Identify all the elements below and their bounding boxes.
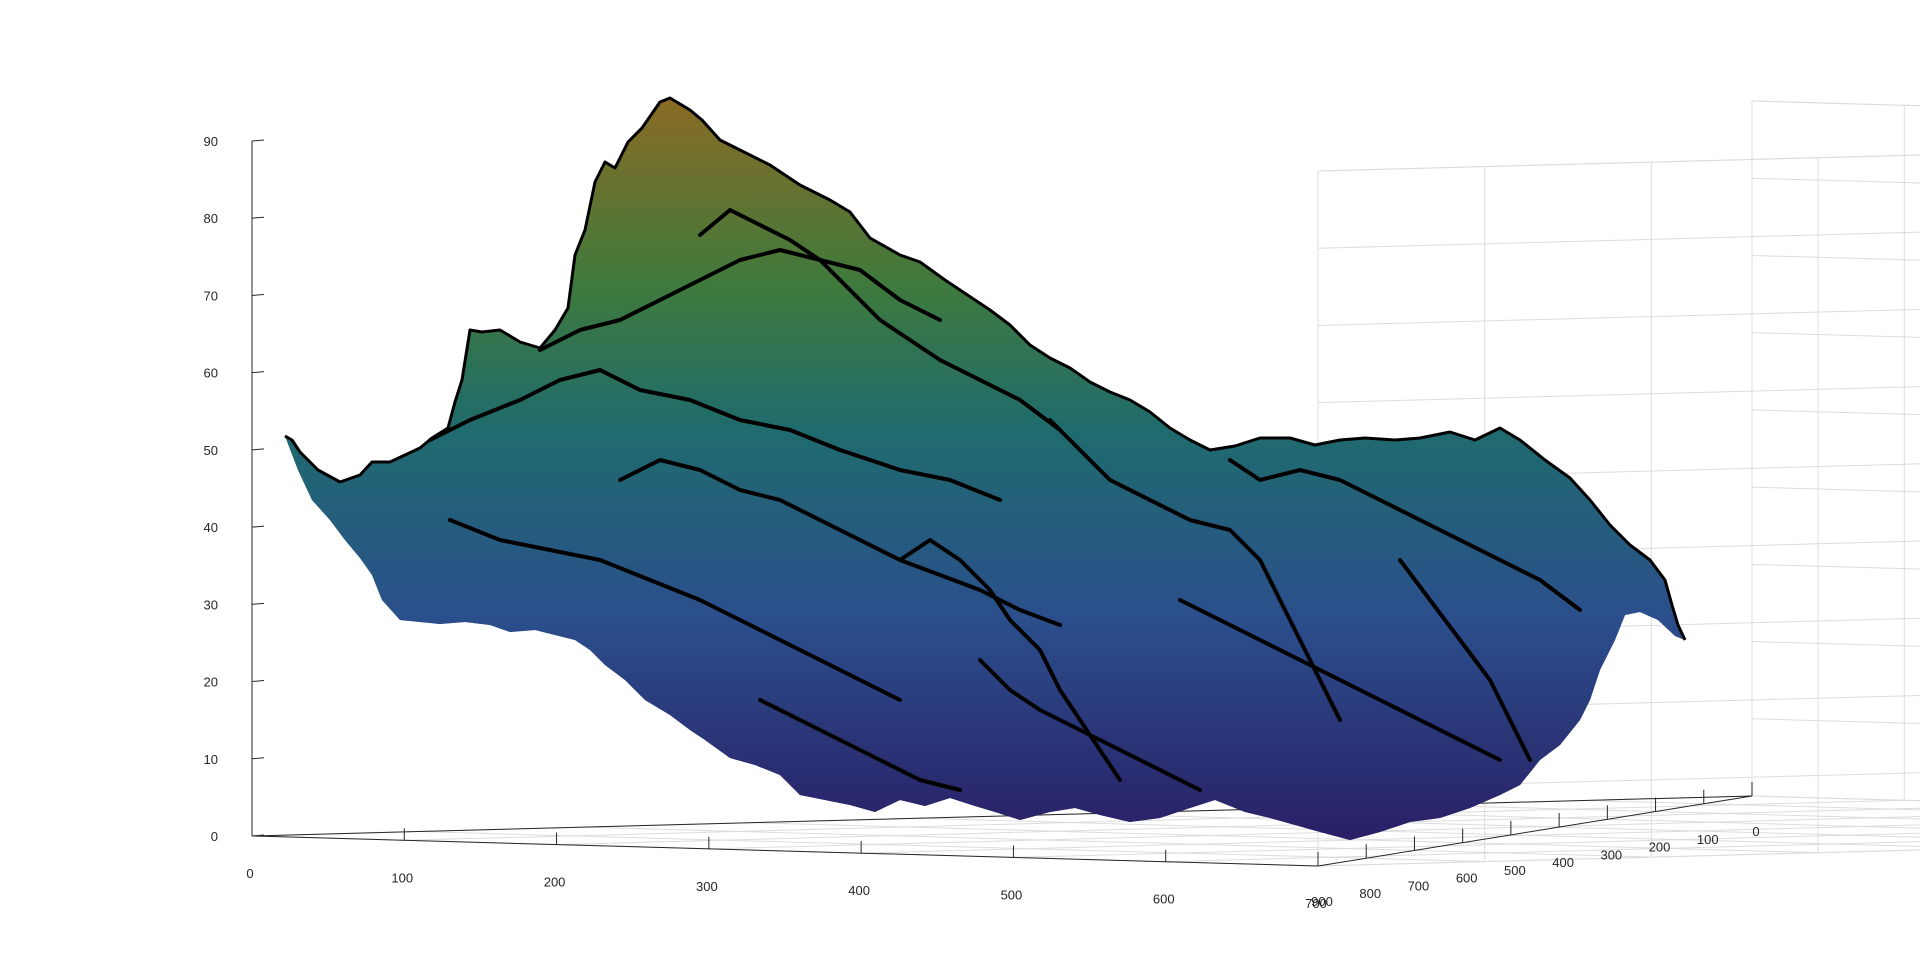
grid-line-y [1085,813,1920,838]
grid-line-z [1751,254,1920,261]
ridge-line [618,458,1062,627]
ridge-line [978,658,1202,792]
z-tick-mark [251,680,265,683]
grid-line-z [1317,772,1920,790]
z-tick-mark [251,216,265,219]
x-tick-label: 200 [544,875,566,890]
y-tick-label: 800 [1359,886,1381,901]
grid-line-z [1317,463,1920,481]
surface-outline [284,96,1687,641]
x-tick-label: 300 [696,879,718,894]
x-tick-label: 0 [246,866,253,881]
surface-mesh-texture [285,98,1685,840]
grid-line-z [1751,795,1920,802]
x-tick-label: 600 [1153,892,1175,907]
z-tick-mark [251,525,265,528]
grid-line-x [404,799,1905,841]
x-tick-label: 400 [848,883,870,898]
z-tick-label: 90 [204,134,218,149]
grid-line-z [1751,177,1920,184]
ridge-line [758,698,962,792]
axes [251,141,1753,867]
grid-line-y [418,831,1485,863]
z-tick-label: 30 [204,597,218,612]
box-edge [1751,100,1920,107]
ridge-line [448,518,902,702]
z-tick-label: 80 [204,211,218,226]
y-tick-label: 400 [1552,855,1574,870]
x-tick-label: 700 [1305,896,1327,911]
grid-line-z [1751,409,1920,416]
y-tick-label: 100 [1697,832,1719,847]
grid-line-z [1751,486,1920,493]
z-tick-label: 50 [204,443,218,458]
grid-line-y [751,822,1819,854]
y-axis-line [1317,795,1753,867]
grid-line-x [1013,832,1920,858]
z-tick-label: 0 [211,829,218,844]
ridge-line [1398,558,1532,762]
grid-line-z [1751,563,1920,570]
x-tick-label: 100 [391,870,413,885]
z-tick-label: 10 [204,752,218,767]
grid-line-y [585,826,1652,858]
z-tick-label: 20 [204,675,218,690]
grid-line-z [1751,641,1920,647]
z-tick-mark [251,371,265,374]
grid-line-z [1317,154,1920,172]
ridge-line [1048,418,1342,722]
y-axis-line [251,795,1753,837]
grid-line-y [918,817,1920,847]
z-tick-mark [251,602,265,605]
ridge-line [1178,598,1502,762]
z-tick-mark [251,757,265,760]
y-tick-label: 900 [1311,894,1333,909]
surface-ridges [428,208,1582,792]
grid-line-z [1317,231,1920,249]
y-tick-label: 500 [1504,863,1526,878]
ridge-line [428,368,1002,502]
y-tick-label: 600 [1456,871,1478,886]
z-tick-label: 60 [204,366,218,381]
box-edge [1317,154,1920,172]
grid-line-z [1317,849,1920,867]
z-tick-mark [251,139,265,142]
grid-line-y [1585,799,1920,811]
y-tick-label: 0 [1752,824,1759,839]
z-tick-mark [251,293,265,296]
grid-line-z [1751,332,1920,338]
ridge-line [698,208,1062,432]
grid-line-z [1317,386,1920,404]
z-tick-label: 40 [204,520,218,535]
z-tick-label: 70 [204,288,218,303]
axis-ticks: 0 100 200 300 400 500 600 700010020030040050060… [204,134,1760,911]
grid-line-z [1751,718,1920,725]
z-tick-mark [251,448,265,451]
ridge-line [538,248,942,352]
z-tick-mark [251,834,265,837]
grid-line-x [1165,841,1920,863]
ridge-line [1228,458,1582,612]
grid-line-y [1418,804,1920,820]
x-axis-line [251,835,1319,867]
y-tick-label: 200 [1649,840,1671,855]
y-tick-label: 700 [1408,878,1430,893]
grid-line-x [861,824,1920,854]
x-tick-label: 500 [1001,887,1023,902]
surface-mesh [284,96,1687,840]
grid-line-z [1317,308,1920,326]
grid-line-x [708,816,1920,850]
y-tick-label: 300 [1600,847,1622,862]
